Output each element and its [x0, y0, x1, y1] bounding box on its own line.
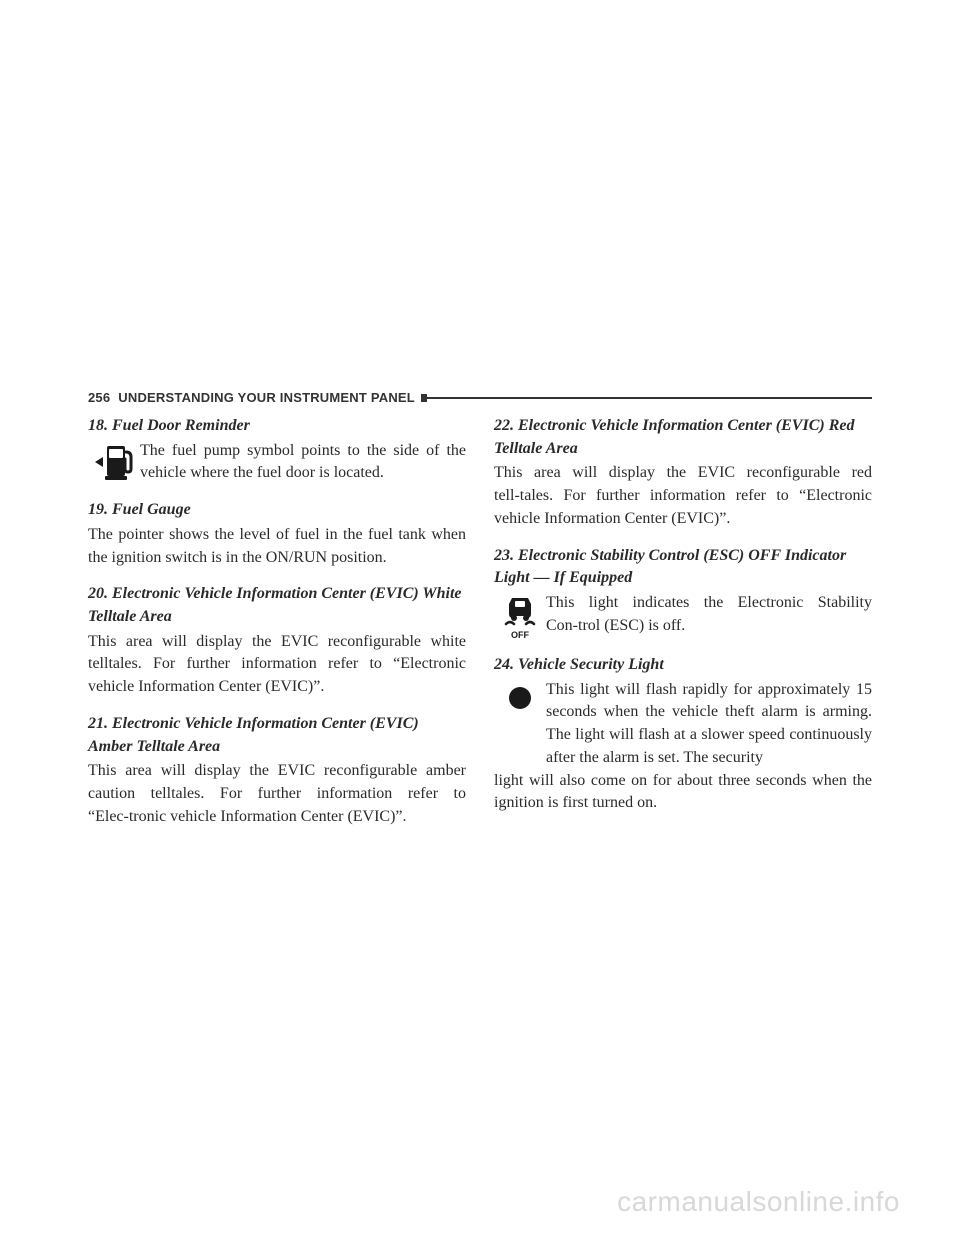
item-23-block: OFF This light indicates the Electronic …	[494, 592, 872, 640]
item-18-block: The fuel pump symbol points to the side …	[88, 440, 466, 485]
esc-off-icon: OFF	[494, 592, 546, 640]
right-column: 22. Electronic Vehicle Information Cente…	[494, 415, 872, 843]
item-23-title: 23. Electronic Stability Control (ESC) O…	[494, 545, 872, 590]
item-20-title: 20. Electronic Vehicle Information Cente…	[88, 583, 466, 628]
item-21-text: This area will display the EVIC reconfig…	[88, 760, 466, 828]
item-22-title: 22. Electronic Vehicle Information Cente…	[494, 415, 872, 460]
item-21-title: 21. Electronic Vehicle Information Cente…	[88, 713, 466, 758]
page-number: 256	[88, 390, 110, 405]
item-18-text: The fuel pump symbol points to the side …	[140, 440, 466, 485]
item-24-title: 24. Vehicle Security Light	[494, 654, 872, 677]
page-header: 256 UNDERSTANDING YOUR INSTRUMENT PANEL	[88, 390, 872, 405]
item-22-text: This area will display the EVIC reconfig…	[494, 462, 872, 530]
left-column: 18. Fuel Door Reminder The fuel pump sym…	[88, 415, 466, 843]
content-columns: 18. Fuel Door Reminder The fuel pump sym…	[88, 415, 872, 843]
watermark: carmanualsonline.info	[617, 1186, 900, 1218]
manual-page: 256 UNDERSTANDING YOUR INSTRUMENT PANEL …	[0, 0, 960, 1242]
section-title: UNDERSTANDING YOUR INSTRUMENT PANEL	[118, 390, 415, 405]
item-19-text: The pointer shows the level of fuel in t…	[88, 524, 466, 569]
item-23-text: This light indicates the Electronic Stab…	[546, 592, 872, 637]
svg-text:OFF: OFF	[511, 630, 529, 640]
security-dot-icon	[494, 679, 546, 715]
item-20-text: This area will display the EVIC reconfig…	[88, 631, 466, 699]
item-24-lead: This light will flash rapidly for approx…	[546, 679, 872, 770]
fuel-pump-icon	[88, 440, 140, 482]
header-rule	[427, 397, 872, 399]
item-18-title: 18. Fuel Door Reminder	[88, 415, 466, 438]
item-24-tail: light will also come on for about three …	[494, 770, 872, 815]
item-19-title: 19. Fuel Gauge	[88, 499, 466, 522]
item-24-block: This light will flash rapidly for approx…	[494, 679, 872, 770]
